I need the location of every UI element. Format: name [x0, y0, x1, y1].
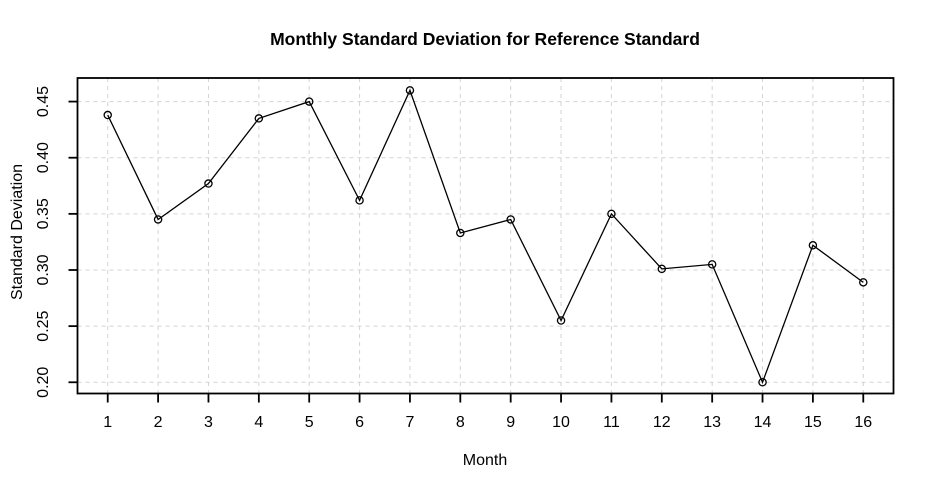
gridlines-group: [77, 78, 894, 394]
series-group: [103, 86, 868, 387]
y-tick-label: 0.45: [35, 86, 52, 117]
x-tick-label: 1: [103, 414, 112, 431]
data-point: [153, 215, 163, 224]
data-point: [405, 86, 415, 95]
x-tick-label: 12: [653, 414, 671, 431]
x-tick-label: 3: [204, 414, 213, 431]
x-tick-label: 7: [405, 414, 414, 431]
x-tick-label: 13: [703, 414, 721, 431]
data-point: [204, 179, 213, 188]
x-tick-label: 10: [552, 414, 570, 431]
x-axis: 1 2 3 4 5 6 7 8 9 10 11 12 13 14 15 16: [103, 393, 872, 431]
y-axis: 0.20 0.25 0.30 0.35 0.40 0.45: [35, 86, 78, 398]
data-point: [506, 215, 515, 224]
data-point: [859, 278, 868, 287]
data-point: [657, 264, 667, 274]
data-point: [758, 378, 767, 387]
y-tick-label: 0.25: [35, 310, 52, 341]
data-point: [707, 260, 717, 269]
x-tick-label: 5: [305, 414, 314, 431]
chart-title: Monthly Standard Deviation for Reference…: [270, 29, 700, 49]
x-tick-label: 15: [804, 414, 822, 431]
y-tick-label: 0.30: [35, 254, 52, 285]
x-axis-label: Month: [463, 452, 507, 469]
y-tick-label: 0.35: [35, 198, 52, 229]
data-point: [556, 316, 566, 325]
data-point: [103, 110, 112, 120]
data-point: [607, 209, 616, 219]
x-tick-label: 9: [506, 414, 515, 431]
x-tick-label: 6: [355, 414, 364, 431]
y-axis-label: Standard Deviation: [9, 164, 26, 300]
data-point: [304, 97, 314, 106]
y-tick-label: 0.40: [35, 142, 52, 173]
x-tick-label: 2: [154, 414, 163, 431]
data-point: [355, 196, 364, 205]
x-tick-label: 8: [456, 414, 465, 431]
y-tick-label: 0.20: [35, 367, 52, 398]
x-tick-label: 16: [854, 414, 872, 431]
data-point: [254, 114, 264, 123]
data-line: [107, 88, 864, 385]
x-tick-label: 11: [603, 414, 620, 431]
plot-border: [76, 77, 895, 395]
x-tick-label: 14: [754, 414, 772, 431]
x-tick-label: 4: [254, 414, 263, 431]
data-point: [456, 228, 465, 238]
data-point: [808, 241, 818, 250]
